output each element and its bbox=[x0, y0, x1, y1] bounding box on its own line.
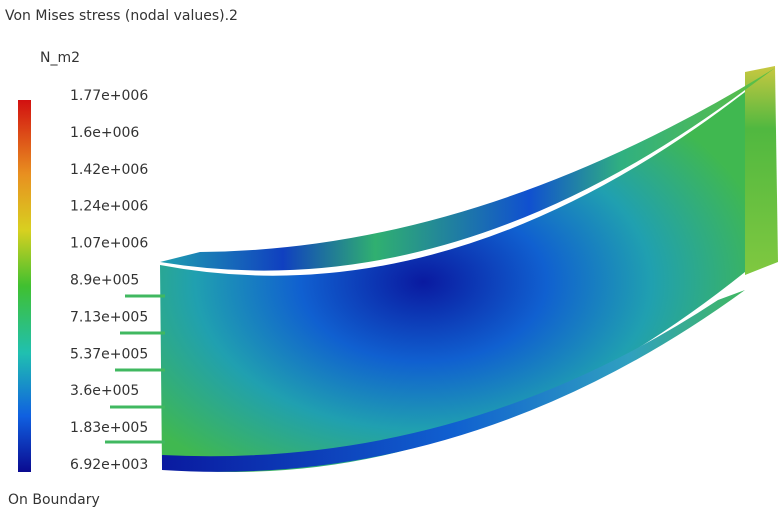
viewport: Von Mises stress (nodal values).2 N_m2 1… bbox=[0, 0, 781, 518]
beam-model bbox=[105, 66, 778, 472]
footer-label: On Boundary bbox=[8, 492, 100, 508]
legend-label: 7.13e+005 bbox=[70, 309, 148, 325]
legend-label: 5.37e+005 bbox=[70, 346, 148, 362]
legend-label: 1.83e+005 bbox=[70, 420, 148, 436]
legend-label: 1.77e+006 bbox=[70, 88, 148, 104]
legend-label: 6.92e+003 bbox=[70, 457, 148, 473]
result-title: Von Mises stress (nodal values).2 bbox=[5, 8, 238, 24]
beam-end-face bbox=[745, 66, 778, 275]
legend-label: 8.9e+005 bbox=[70, 273, 139, 289]
legend-labels: 1.77e+006 1.6e+006 1.42e+006 1.24e+006 1.07e… bbox=[70, 88, 148, 473]
legend-label: 1.42e+006 bbox=[70, 162, 148, 178]
legend-unit: N_m2 bbox=[40, 50, 80, 66]
legend-label: 1.6e+006 bbox=[70, 125, 139, 141]
color-bar bbox=[18, 100, 31, 472]
legend-label: 1.07e+006 bbox=[70, 236, 148, 252]
legend-label: 3.6e+005 bbox=[70, 383, 139, 399]
legend-label: 1.24e+006 bbox=[70, 199, 148, 215]
